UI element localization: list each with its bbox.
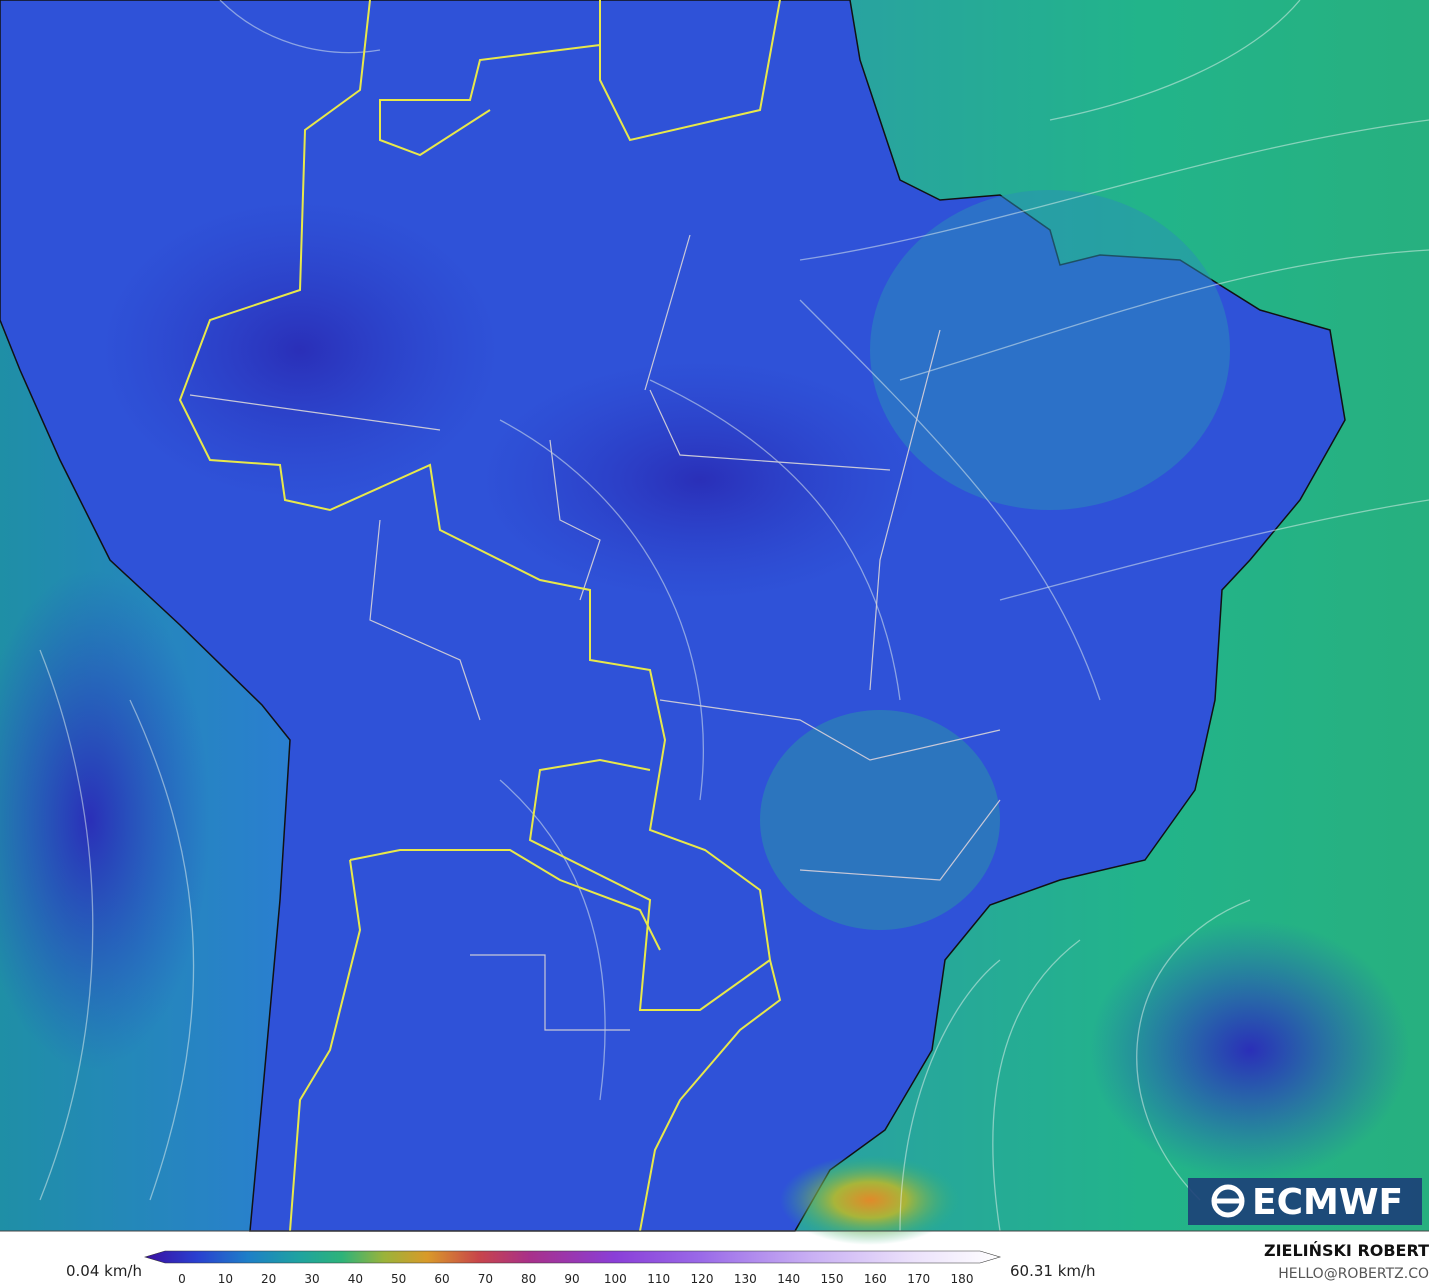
- colorbar-tick-label: 100: [604, 1272, 627, 1286]
- credit-contact: HELLO@ROBERTZ.CO: [1278, 1266, 1429, 1282]
- colorbar-tick-label: 180: [951, 1272, 974, 1286]
- colorbar-tick-label: 80: [521, 1272, 536, 1286]
- colorbar-tick-label: 140: [777, 1272, 800, 1286]
- colorbar-tick-label: 120: [691, 1272, 714, 1286]
- calm-area: [480, 360, 920, 600]
- calm-area: [1090, 920, 1410, 1180]
- colorbar-tick-label: 170: [907, 1272, 930, 1286]
- colorbar-tick-label: 10: [218, 1272, 233, 1286]
- calm-area: [100, 200, 500, 500]
- colorbar-tick-label: 160: [864, 1272, 887, 1286]
- colorbar-tick-label: 0: [178, 1272, 186, 1286]
- colorbar-tick-label: 130: [734, 1272, 757, 1286]
- logo-symbol: [1211, 1184, 1245, 1218]
- colorbar-tick-label: 150: [821, 1272, 844, 1286]
- borders: [189, 234, 1001, 1031]
- colorbar-tick-label: 20: [261, 1272, 276, 1286]
- wind-area: [760, 710, 1000, 930]
- credit-name: ZIELIŃSKI ROBERT: [1264, 1241, 1429, 1260]
- map-area: ECMWF: [0, 0, 1429, 1245]
- colorbar-tick-label: 110: [647, 1272, 670, 1286]
- strong-wind: [780, 1155, 960, 1245]
- logo-text: ECMWF: [1252, 1182, 1403, 1223]
- brazil-border: [178, 0, 782, 1232]
- colorbar-tick-label: 60: [434, 1272, 449, 1286]
- legend-max: 60.31 km/h: [1010, 1262, 1096, 1280]
- argentina-border: [289, 849, 661, 1232]
- colorbar-tick-label: 30: [304, 1272, 319, 1286]
- wind-area: [870, 190, 1230, 510]
- colorbar: [143, 1250, 1002, 1264]
- colorbar-ticks: 0 10 20 30 40 50 60 70 80 90 100 110 120 130 140 150 160…: [178, 1272, 973, 1286]
- colorbar-tick-label: 90: [564, 1272, 579, 1286]
- legend-min: 0.04 km/h: [66, 1262, 142, 1280]
- calm-area: [0, 570, 210, 1070]
- colorbar-tick-label: 40: [348, 1272, 363, 1286]
- colorbar-tick-label: 70: [478, 1272, 493, 1286]
- colorbar-tick-label: 50: [391, 1272, 406, 1286]
- streamlines: [39, 0, 1429, 1232]
